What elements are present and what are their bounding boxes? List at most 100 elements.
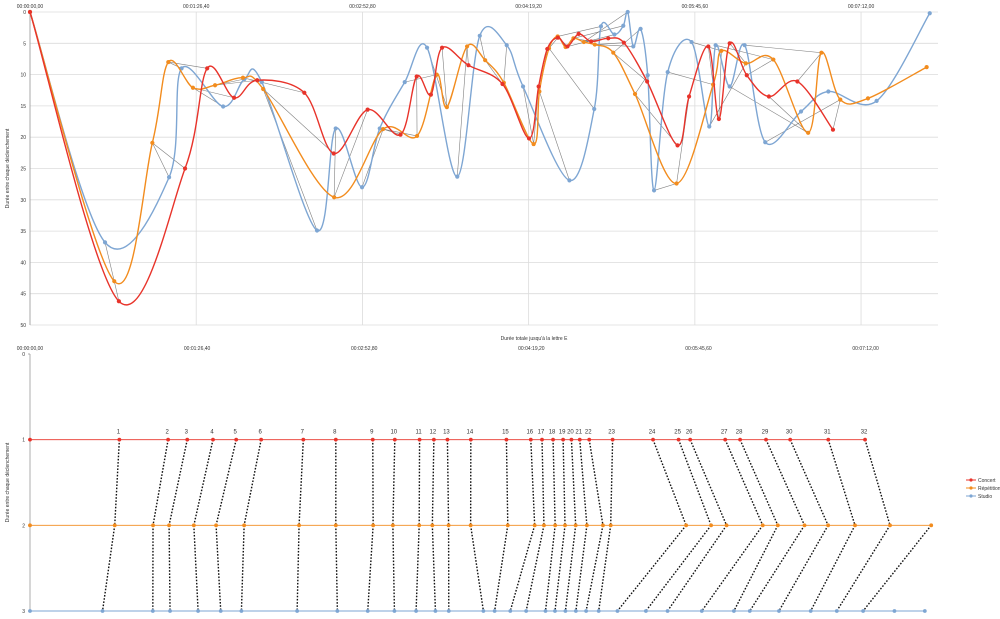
top-point-studio	[621, 23, 626, 28]
bottom-point-studio	[492, 609, 497, 613]
top-point-studio	[826, 89, 831, 94]
bottom-point-concert	[788, 437, 793, 442]
bottom-x-tick-label: 00:04:19,20	[518, 346, 545, 352]
top-point-studio	[359, 185, 365, 190]
bottom-match-number: 4	[210, 430, 214, 436]
bottom-point-studio	[573, 609, 578, 613]
top-point-rptition	[381, 126, 386, 132]
bottom-match-number: 17	[538, 430, 545, 436]
top-point-studio	[645, 73, 650, 78]
top-point-studio	[707, 124, 712, 129]
bottom-match-connector	[862, 524, 932, 612]
top-point-studio	[477, 33, 482, 38]
legend-marker-concert	[969, 478, 973, 482]
bottom-point-studio	[553, 609, 557, 613]
bottom-match-number: 28	[736, 430, 743, 436]
bottom-point-concert	[540, 437, 544, 442]
bottom-point-studio	[615, 609, 620, 613]
top-point-rptition	[743, 61, 748, 66]
top-point-studio	[333, 126, 338, 131]
bottom-point-concert	[863, 437, 867, 442]
bottom-match-connector	[575, 525, 588, 612]
bottom-point-studio	[584, 609, 589, 613]
bottom-match-number: 22	[585, 430, 592, 436]
bottom-point-rptition	[167, 523, 171, 528]
bottom-match-connector	[827, 439, 856, 526]
bottom-point-studio	[665, 609, 670, 613]
bottom-point-studio	[922, 609, 927, 613]
bottom-point-concert	[234, 437, 239, 442]
bottom-match-connector	[552, 439, 556, 526]
bottom-match-connector	[701, 524, 764, 612]
bottom-point-rptition	[242, 523, 247, 528]
top-point-concert	[565, 44, 570, 49]
top-point-studio	[763, 140, 768, 145]
bottom-point-studio	[524, 609, 529, 613]
bottom-point-rptition	[333, 523, 338, 528]
bottom-point-rptition	[775, 523, 780, 528]
top-y-tick-label: 25	[20, 167, 26, 173]
bottom-point-rptition	[563, 523, 567, 528]
bottom-point-rptition	[853, 523, 857, 528]
bottom-point-rptition	[390, 523, 395, 528]
top-x-tick-label: 00:02:52,80	[349, 4, 376, 10]
top-y-tick-label: 30	[20, 198, 26, 204]
top-point-studio	[713, 43, 718, 48]
top-point-studio	[874, 98, 879, 103]
top-point-rptition	[112, 279, 117, 284]
top-point-studio	[402, 80, 407, 85]
bottom-match-connector	[392, 525, 396, 612]
bottom-match-connector	[525, 525, 545, 612]
top-point-rptition	[483, 58, 488, 63]
top-y-tick-label: 50	[20, 323, 26, 329]
top-y-tick-label: 0	[23, 10, 26, 16]
bottom-point-concert	[551, 437, 555, 442]
bottom-point-rptition	[542, 523, 546, 528]
bottom-point-rptition	[584, 523, 589, 528]
top-point-rptition	[414, 133, 420, 139]
bottom-point-rptition	[601, 523, 605, 528]
top-connector	[729, 86, 809, 134]
bottom-match-connector	[724, 439, 764, 526]
top-connector	[152, 142, 186, 178]
bottom-point-rptition	[684, 523, 689, 528]
bottom-point-studio	[365, 609, 370, 613]
bottom-match-number: 29	[762, 430, 769, 436]
bottom-match-number: 5	[234, 430, 238, 436]
bottom-point-concert	[117, 437, 122, 442]
bottom-match-connector	[778, 524, 829, 612]
legend: Concert Répétition Studio	[966, 478, 1000, 500]
top-point-studio	[314, 228, 320, 233]
bottom-match-connector	[415, 525, 420, 612]
top-point-concert	[606, 36, 611, 41]
bottom-match-number: 23	[608, 430, 615, 436]
bottom-point-rptition	[505, 523, 510, 528]
top-point-rptition	[190, 85, 196, 90]
top-line-chart: 0 5 10 15 20 25 30 35 40 45 50 00:00:00,00 00:01:26,…	[5, 4, 938, 342]
top-point-rptition	[719, 48, 724, 53]
bottom-match-connector	[469, 525, 485, 612]
bottom-y-tick-label: 1	[22, 438, 25, 444]
top-y-tick-label: 5	[23, 41, 26, 47]
bottom-point-concert	[688, 437, 693, 442]
bottom-match-connector	[152, 439, 169, 526]
top-point-studio	[259, 80, 264, 85]
top-y-tick-label: 10	[20, 73, 26, 79]
top-point-studio	[631, 44, 636, 49]
bottom-match-number: 3	[185, 430, 189, 436]
bottom-match-connector	[616, 524, 687, 612]
top-point-concert	[466, 63, 471, 68]
bottom-match-number: 7	[301, 430, 305, 436]
top-point-concert	[205, 66, 210, 71]
bottom-match-number: 27	[721, 430, 728, 436]
bottom-match-connector	[666, 524, 728, 612]
top-point-studio	[689, 39, 694, 45]
bottom-point-concert	[764, 437, 768, 442]
top-point-studio	[221, 104, 226, 109]
bottom-point-concert	[528, 437, 533, 442]
top-point-concert	[526, 136, 532, 141]
bottom-point-concert	[468, 437, 473, 442]
bottom-match-connector	[570, 439, 577, 526]
top-point-concert	[414, 74, 419, 79]
bottom-point-concert	[587, 437, 592, 442]
